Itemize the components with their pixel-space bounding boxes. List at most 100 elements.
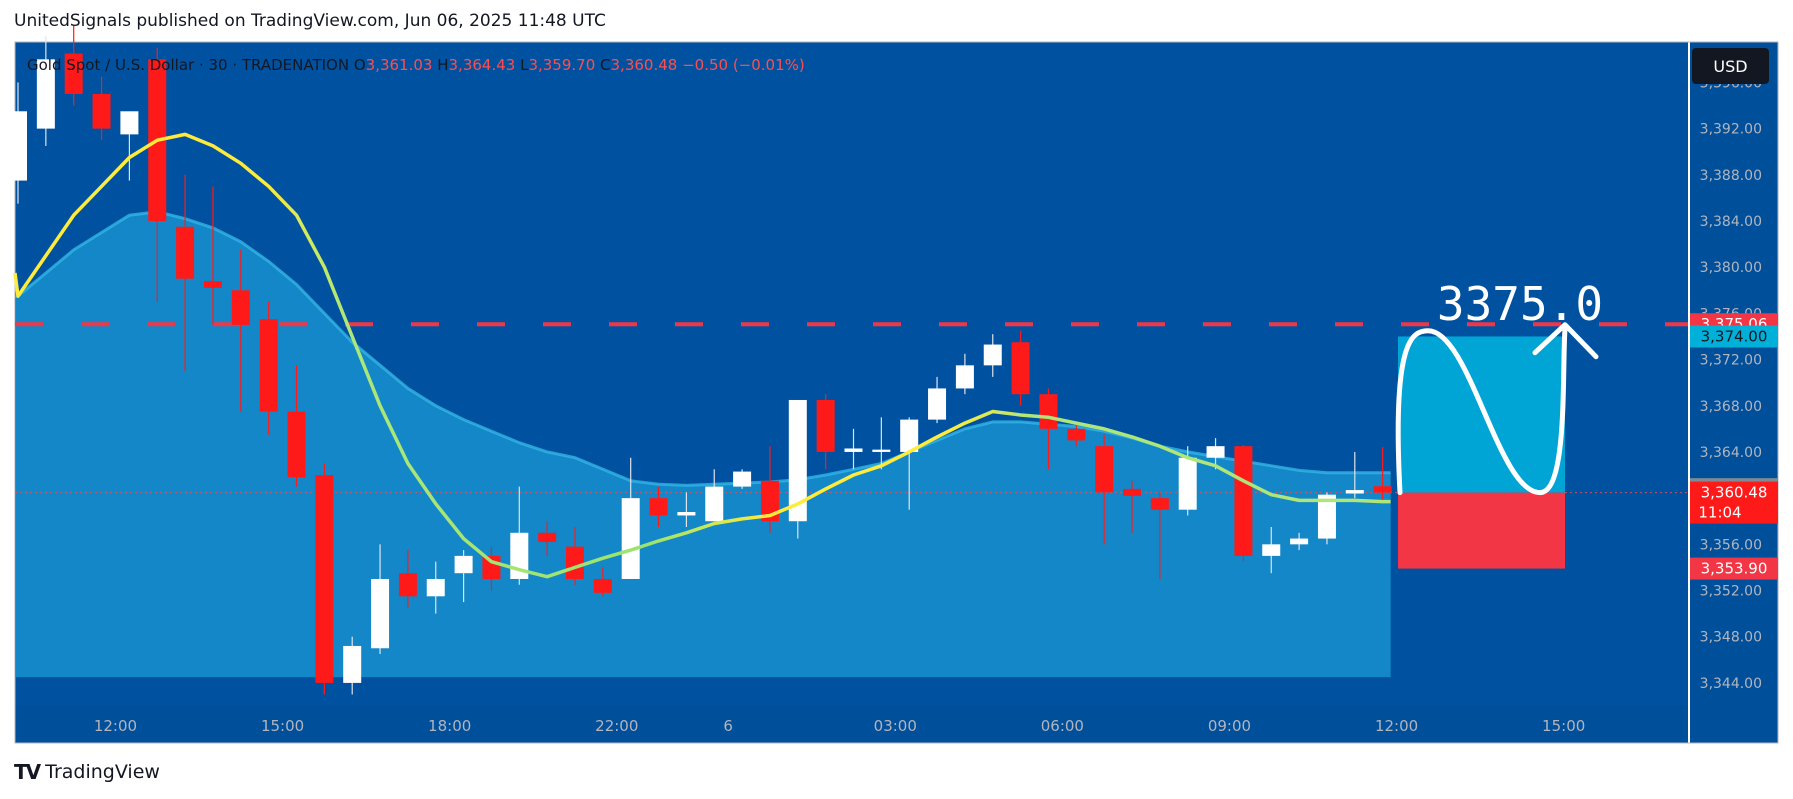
candle-body [1234,446,1253,556]
candle-body [1345,490,1364,494]
candle [705,469,724,522]
x-axis-tick-label: 12:00 [1375,717,1418,735]
candle [621,457,640,579]
candle-body [203,281,222,288]
ma-slow-line [15,210,1391,487]
y-axis-tick-label: 3,384.00 [1700,214,1762,230]
ma-slow-area [15,211,1391,678]
candle-body [1011,342,1030,395]
candle [566,527,584,585]
price-level-label: 3,353.90 [1701,560,1768,578]
candle-body [315,475,334,683]
price-level-label: 3,360.48 [1701,484,1768,502]
x-axis-tick-label: 03:00 [874,717,917,735]
candle [1290,532,1309,551]
candle-body [36,59,55,129]
x-axis-tick-label: 15:00 [261,717,304,735]
candle [955,353,974,395]
candle [426,561,445,614]
candle [64,24,83,106]
x-axis-tick-label: 06:00 [1041,717,1084,735]
candle-body [983,344,1002,366]
candle-body [9,111,27,181]
candle [649,486,668,528]
candle-body [788,399,807,522]
tradingview-logo[interactable]: TV TradingView [14,760,160,784]
candle [120,111,139,181]
x-axis-tick-label: 22:00 [595,717,638,735]
candle [343,636,362,695]
projection-arrow [1532,322,1599,360]
candle-body [482,555,501,579]
candle-body [92,93,111,129]
price-level-badge: 3,374.00 [1690,325,1778,348]
candle-body [816,399,835,452]
legend-part: C [600,56,610,74]
candle [454,550,473,603]
position-loss-zone [1398,492,1565,569]
candle [872,417,891,470]
candle [231,249,250,412]
x-axis-area [15,706,1688,743]
publish-attribution: UnitedSignals published on TradingView.c… [14,11,606,31]
candle-body [1178,457,1197,510]
candle [92,76,111,141]
candle-body [955,365,974,389]
candle [1234,445,1253,562]
currency-button[interactable]: USD [1692,48,1769,84]
candle-body [677,511,696,516]
candle-body [64,53,83,94]
y-axis-tick-label: 3,380.00 [1700,260,1762,276]
candle-body [538,532,557,543]
legend-part: O [354,56,366,74]
countdown-label: 11:04 [1698,504,1741,522]
candle [259,301,278,435]
y-axis-area [1690,42,1778,743]
candle-body [1317,494,1336,539]
y-axis-tick-label: 3,348.00 [1700,630,1762,646]
candle-body [398,573,417,597]
ma-fast-line [13,132,1391,579]
candle-body [231,290,250,325]
legend-part: 3,364.43 [449,56,521,74]
candle [176,174,195,372]
candle-body [1039,394,1058,429]
candle [928,376,947,424]
y-axis-tick-label: 3,372.00 [1700,353,1762,369]
candle [983,334,1002,377]
candle-body [1206,446,1225,458]
y-axis-tick-label: 3,388.00 [1700,168,1762,184]
candle [287,365,306,487]
candle [1150,492,1169,579]
candle-body [287,411,306,478]
candle-body [621,498,640,579]
price-level-badge: 3,353.90 [1690,557,1778,580]
x-axis-tick-label: 12:00 [94,717,137,735]
candle-body [928,388,947,420]
candle [398,550,417,608]
legend-part: 3,361.03 [366,56,438,74]
tradingview-logo-icon: TV [14,760,41,784]
candle [538,521,557,556]
price-level-badge-bg [1690,557,1778,580]
candle [1262,527,1281,574]
candle-body [900,419,919,452]
price-level-badge-bg [1690,481,1778,524]
candle [844,428,863,470]
candle [733,469,752,489]
candle-body [371,578,390,649]
legend-part: 3,359.70 [528,56,600,74]
x-axis-tick-label: 6 [723,717,733,735]
candle [9,82,27,204]
candle-body [1373,486,1392,493]
legend-part: −0.50 (−0.01%) [682,56,805,74]
candle-body [566,546,584,579]
candle-body [259,319,278,412]
candle-body [1067,428,1086,441]
candle [760,446,779,533]
candle-body [120,111,139,135]
position-profit-zone [1398,336,1565,493]
candle-body [649,498,668,516]
candle [1067,423,1086,447]
